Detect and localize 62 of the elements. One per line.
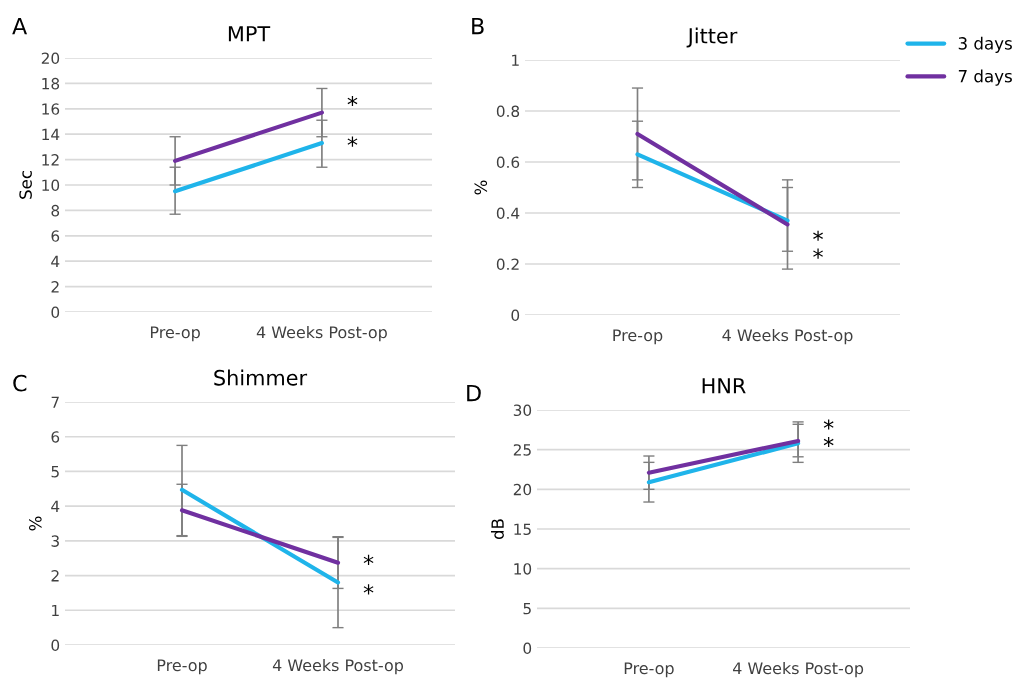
y-tick-label: 14 (42, 128, 60, 140)
annotation: * (363, 584, 374, 595)
legend-label: 3 days (958, 36, 1012, 53)
y-tick-label: 16 (42, 103, 60, 115)
x-tick-label: 4 Weeks Post-op (722, 328, 853, 345)
y-tick-label: 6 (51, 431, 60, 443)
chart-title: HNR (702, 378, 746, 394)
y-tick-label: 7 (51, 396, 59, 408)
y-tick-label: 8 (51, 204, 60, 217)
y-tick-label: 30 (513, 404, 532, 417)
y-tick-label: 12 (42, 154, 59, 166)
chart-title: Shimmer (214, 369, 308, 386)
y-tick-label: 1 (512, 54, 519, 66)
y-axis-title: Sec (19, 171, 32, 199)
y-axis-title: % (29, 516, 42, 531)
y-tick-label: 5 (523, 603, 531, 615)
annotation: * (347, 95, 358, 107)
y-tick-label: 0 (511, 309, 520, 322)
x-tick-label: 4 Weeks Post-op (256, 325, 387, 342)
y-tick-label: 10 (514, 563, 532, 575)
y-tick-label: 4 (51, 500, 60, 512)
chart-title: MPT (228, 26, 271, 42)
y-tick-label: 10 (42, 179, 60, 192)
annotation: * (347, 136, 358, 147)
y-tick-label: 0 (523, 642, 532, 655)
text: C (13, 374, 27, 392)
y-axis-title: dB (491, 519, 504, 540)
text: A (12, 17, 28, 35)
text: B (472, 17, 484, 35)
x-tick-label: Pre-op (150, 326, 200, 342)
text: D (467, 384, 481, 402)
y-tick-label: 5 (51, 466, 59, 478)
y-tick-label: 2 (51, 281, 59, 293)
annotation: * (363, 554, 374, 565)
y-axis-title: % (474, 180, 488, 195)
x-tick-label: Pre-op (613, 329, 663, 345)
annotation: * (823, 419, 834, 430)
y-tick-label: 0.4 (496, 207, 520, 220)
y-tick-label: 4 (51, 255, 60, 267)
y-tick-label: 20 (41, 52, 60, 65)
x-tick-label: 4 Weeks Post-op (272, 658, 404, 675)
y-tick-label: 0.2 (496, 258, 519, 271)
annotation: * (813, 230, 823, 241)
chart-title: Jitter (686, 27, 738, 48)
y-tick-label: 25 (513, 444, 531, 456)
y-tick-label: 2 (51, 570, 59, 582)
x-tick-label: Pre-op (157, 659, 207, 675)
y-tick-label: 6 (51, 230, 60, 242)
y-tick-label: 0 (51, 306, 60, 319)
y-tick-label: 20 (513, 483, 532, 496)
x-tick-label: Pre-op (624, 662, 674, 678)
annotation: * (813, 248, 823, 259)
y-tick-label: 0 (51, 639, 60, 652)
y-tick-label: 3 (51, 535, 59, 547)
y-tick-label: 0.8 (496, 105, 520, 118)
y-tick-label: 15 (514, 523, 531, 536)
y-tick-label: 18 (42, 77, 60, 90)
legend-label: 7 days (958, 69, 1012, 86)
y-tick-label: 1 (52, 604, 59, 617)
y-tick-label: 0.6 (496, 156, 520, 169)
x-tick-label: 4 Weeks Post-op (732, 661, 864, 678)
annotation: * (823, 436, 834, 448)
